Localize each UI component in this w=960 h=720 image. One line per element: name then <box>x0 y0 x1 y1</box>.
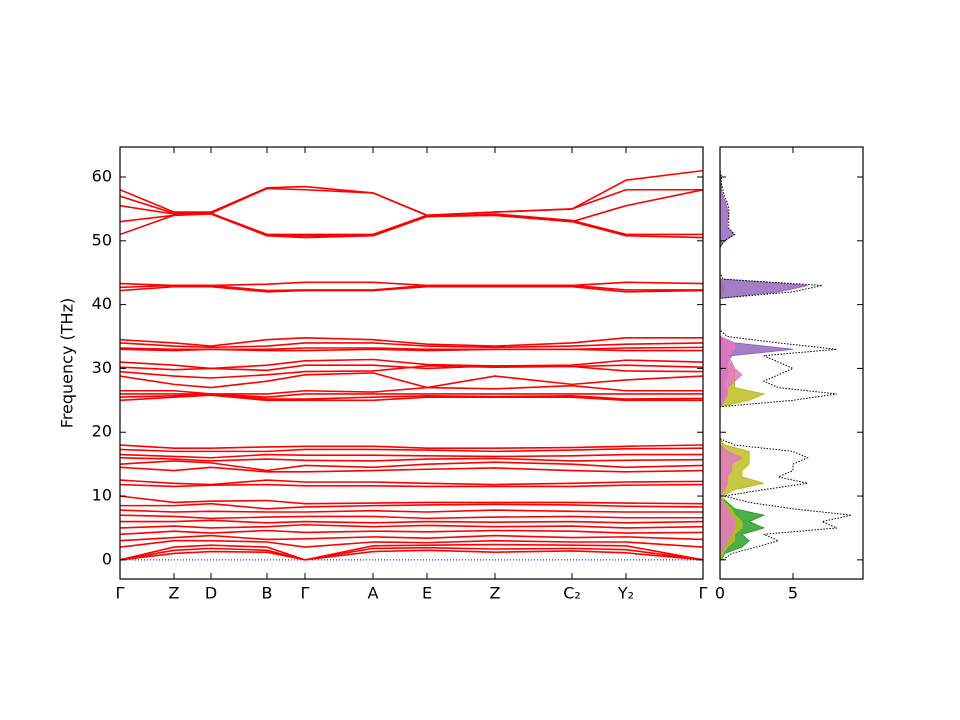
x-tick-label: Z <box>490 584 501 603</box>
band-line <box>120 529 703 536</box>
band-line <box>120 453 703 459</box>
band-line <box>120 546 703 561</box>
band-line <box>120 213 703 239</box>
band-line <box>120 187 703 217</box>
band-line <box>120 358 703 370</box>
y-tick-label: 60 <box>92 166 112 185</box>
plot-area <box>720 164 852 561</box>
band-line <box>120 285 703 293</box>
x-tick-label: Γ <box>301 584 310 603</box>
band-line <box>120 384 703 395</box>
y-axis-label: Frequency (THz) <box>58 298 77 428</box>
band-line <box>120 495 703 505</box>
band-line <box>120 523 703 529</box>
band-line <box>120 549 703 561</box>
band-line <box>120 372 703 389</box>
x-tick-label: Γ <box>699 584 708 603</box>
x-tick-label: 0 <box>715 584 725 603</box>
y-tick-label: 30 <box>92 358 112 377</box>
band-line <box>120 519 703 524</box>
y-tick-label: 50 <box>92 230 112 249</box>
band-line <box>120 483 703 488</box>
band-line <box>120 534 703 542</box>
band-line <box>120 348 703 352</box>
x-tick-label: A <box>368 584 379 603</box>
x-tick-label: Z <box>169 584 180 603</box>
partial-dos <box>720 164 743 560</box>
band-line <box>120 479 703 486</box>
band-line <box>120 444 703 449</box>
x-tick-label: B <box>262 584 273 603</box>
x-tick-label: E <box>422 584 432 603</box>
y-tick-label: 0 <box>102 549 112 568</box>
partial-dos <box>720 164 808 560</box>
band-line <box>120 364 703 372</box>
plot-area <box>120 169 703 561</box>
band-line <box>120 394 703 402</box>
band-line <box>120 543 703 561</box>
band-line <box>120 447 703 453</box>
band-line <box>120 342 703 349</box>
x-tick-label: C₂ <box>563 584 581 603</box>
x-tick-label: D <box>205 584 217 603</box>
x-tick-label: Y₂ <box>617 584 634 603</box>
band-line <box>120 365 703 379</box>
band-line <box>120 514 703 520</box>
x-tick-label: Γ <box>116 584 125 603</box>
axes-frame <box>719 146 864 580</box>
y-tick-label: 10 <box>92 486 112 505</box>
band-line <box>120 539 703 548</box>
band-line <box>120 393 703 400</box>
band-line <box>120 456 703 462</box>
band-line <box>120 466 703 473</box>
x-tick-label: 5 <box>788 584 798 603</box>
axes-frame <box>119 146 704 580</box>
y-tick-label: 20 <box>92 422 112 441</box>
y-tick-label: 40 <box>92 294 112 313</box>
band-line <box>120 502 703 510</box>
total-dos <box>720 164 852 561</box>
band-line <box>120 336 703 347</box>
band-line <box>120 460 703 472</box>
band-line <box>120 509 703 513</box>
